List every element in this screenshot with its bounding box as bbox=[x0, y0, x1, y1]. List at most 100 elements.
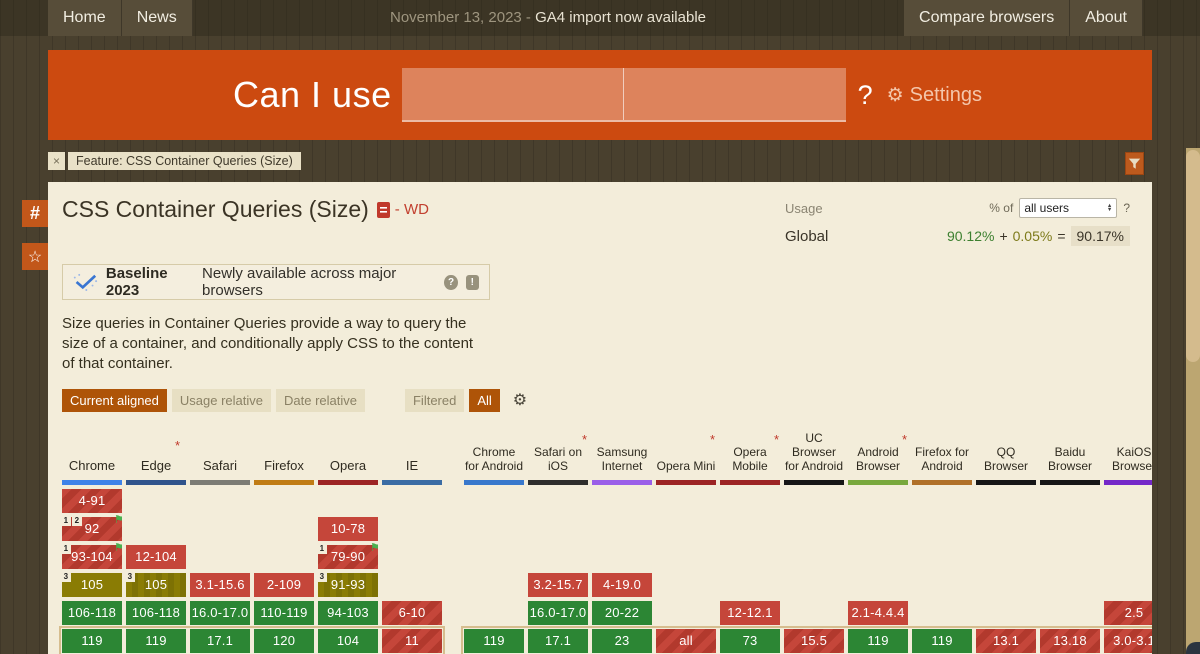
asterisk-note-icon: * bbox=[710, 433, 715, 448]
nav-right-group: Compare browsersAbout bbox=[904, 0, 1143, 36]
support-cell[interactable]: 94-103 bbox=[318, 601, 378, 625]
support-cell[interactable]: 13.1 bbox=[976, 629, 1036, 653]
support-cell[interactable]: 3.0-3.1 bbox=[1104, 629, 1152, 653]
support-cell[interactable]: 3.2-15.7 bbox=[528, 573, 588, 597]
browser-color-bar bbox=[656, 480, 716, 485]
support-cell[interactable]: 6-10 bbox=[382, 601, 442, 625]
view-button-usage-relative[interactable]: Usage relative bbox=[172, 389, 271, 412]
browser-name-uc-browser-for-android[interactable]: UC Browser for Android bbox=[784, 422, 844, 480]
support-cell[interactable]: 17.1 bbox=[528, 629, 588, 653]
browser-name-opera-mobile[interactable]: Opera Mobile* bbox=[720, 422, 780, 480]
support-cell[interactable]: 15.5 bbox=[784, 629, 844, 653]
nav-item-compare-browsers[interactable]: Compare browsers bbox=[904, 0, 1070, 36]
support-cell[interactable]: 11 bbox=[382, 629, 442, 653]
nav-item-home[interactable]: Home bbox=[48, 0, 122, 36]
support-cell[interactable]: 20-22 bbox=[592, 601, 652, 625]
support-cell[interactable]: 23 bbox=[592, 629, 652, 653]
scrollbar-thumb[interactable] bbox=[1186, 150, 1200, 362]
usage-help-button[interactable]: ? bbox=[1123, 201, 1130, 215]
filter-button-all[interactable]: All bbox=[469, 389, 499, 412]
feature-search-input[interactable] bbox=[402, 68, 846, 122]
flag-icon: ⚑ bbox=[370, 541, 380, 554]
browser-name-chrome-for-android[interactable]: Chrome for Android bbox=[464, 422, 524, 480]
support-cell[interactable]: 3105 bbox=[126, 573, 186, 597]
support-cell[interactable]: 3105 bbox=[62, 573, 122, 597]
browser-name-safari[interactable]: Safari bbox=[190, 422, 250, 480]
support-cell[interactable]: 3.1-15.6 bbox=[190, 573, 250, 597]
view-button-date-relative[interactable]: Date relative bbox=[276, 389, 365, 412]
note-badge: 1 bbox=[317, 543, 327, 554]
feature-description: Size queries in Container Queries provid… bbox=[62, 314, 482, 374]
support-cell[interactable]: 106-118 bbox=[62, 601, 122, 625]
search-segment-right[interactable] bbox=[624, 68, 846, 120]
support-cell[interactable]: 10-78 bbox=[318, 517, 378, 541]
support-cell[interactable]: 119 bbox=[464, 629, 524, 653]
nav-item-news[interactable]: News bbox=[122, 0, 193, 36]
support-cell[interactable]: 2-109 bbox=[254, 573, 314, 597]
support-cell[interactable]: 119 bbox=[912, 629, 972, 653]
browser-name-firefox-for-android[interactable]: Firefox for Android bbox=[912, 422, 972, 480]
support-cell-label: 3.0-3.1 bbox=[1113, 633, 1152, 648]
browser-name-kaios-browser[interactable]: KaiOS Browser bbox=[1104, 422, 1152, 480]
browser-cells: 3.1-15.616.0-17.017.117.2-TP bbox=[190, 489, 250, 654]
support-cell[interactable]: 110-119 bbox=[254, 601, 314, 625]
support-cell[interactable]: 12-104 bbox=[126, 545, 186, 569]
nav-item-about[interactable]: About bbox=[1070, 0, 1143, 36]
support-cell[interactable]: 73 bbox=[720, 629, 780, 653]
table-settings-gear-icon[interactable]: ⚙ bbox=[513, 390, 527, 410]
support-cell[interactable]: 119 bbox=[62, 629, 122, 653]
support-cell[interactable]: 12⚑92 bbox=[62, 517, 122, 541]
search-segment-left[interactable] bbox=[402, 68, 625, 120]
support-cell[interactable]: 119 bbox=[848, 629, 908, 653]
support-cell[interactable]: 120 bbox=[254, 629, 314, 653]
support-cell[interactable]: 2.5 bbox=[1104, 601, 1152, 625]
support-cell[interactable]: 12-12.1 bbox=[720, 601, 780, 625]
browser-name-samsung-internet[interactable]: Samsung Internet bbox=[592, 422, 652, 480]
filter-button-filtered[interactable]: Filtered bbox=[405, 389, 464, 412]
support-cell[interactable]: 16.0-17.0 bbox=[190, 601, 250, 625]
support-cell[interactable]: 391-93 bbox=[318, 573, 378, 597]
support-cell[interactable]: 17.1 bbox=[190, 629, 250, 653]
baseline-alert-icon[interactable]: ! bbox=[466, 275, 479, 290]
support-cell[interactable]: 2.1-4.4.4 bbox=[848, 601, 908, 625]
site-logo[interactable]: Can I use bbox=[233, 74, 392, 116]
usage-equals: = bbox=[1057, 228, 1065, 244]
select-arrows-icon: ▲▼ bbox=[1107, 204, 1112, 212]
browser-name-opera[interactable]: Opera bbox=[318, 422, 378, 480]
support-cell[interactable]: 4-19.0 bbox=[592, 573, 652, 597]
spec-status[interactable]: - WD bbox=[377, 201, 429, 218]
support-cell[interactable]: 4-91 bbox=[62, 489, 122, 513]
browser-name-safari-on-ios[interactable]: Safari on iOS* bbox=[528, 422, 588, 480]
support-cell[interactable]: 1⚑93-104 bbox=[62, 545, 122, 569]
settings-button[interactable]: ⚙ Settings bbox=[887, 84, 982, 107]
support-cell[interactable]: 104 bbox=[318, 629, 378, 653]
close-icon[interactable]: × bbox=[48, 152, 65, 170]
support-cell[interactable]: 106-118 bbox=[126, 601, 186, 625]
support-cell-label: 119 bbox=[931, 633, 952, 648]
support-cell[interactable]: 1⚑79-90 bbox=[318, 545, 378, 569]
favorite-tab[interactable]: ☆ bbox=[22, 243, 48, 270]
support-cell[interactable]: 119 bbox=[126, 629, 186, 653]
support-cell-label: 11 bbox=[405, 633, 419, 648]
view-button-current-aligned[interactable]: Current aligned bbox=[62, 389, 167, 412]
baseline-help-icon[interactable]: ? bbox=[444, 275, 457, 290]
support-cell[interactable]: 16.0-17.0 bbox=[528, 601, 588, 625]
browser-name-android-browser[interactable]: Android Browser* bbox=[848, 422, 908, 480]
support-cell[interactable]: all bbox=[656, 629, 716, 653]
browser-name-opera-mini[interactable]: Opera Mini* bbox=[656, 422, 716, 480]
browser-name-chrome[interactable]: Chrome bbox=[62, 422, 122, 480]
announcement-link[interactable]: GA4 import now available bbox=[535, 9, 706, 26]
browser-name-baidu-browser[interactable]: Baidu Browser bbox=[1040, 422, 1100, 480]
feature-filter-tag[interactable]: Feature: CSS Container Queries (Size) bbox=[68, 152, 301, 170]
browser-color-bar bbox=[1104, 480, 1152, 485]
browser-name-firefox[interactable]: Firefox bbox=[254, 422, 314, 480]
support-cell-label: 16.0-17.0 bbox=[530, 605, 587, 620]
support-cell-label: 91-93 bbox=[331, 577, 365, 592]
browser-name-edge[interactable]: Edge* bbox=[126, 422, 186, 480]
support-cell[interactable]: 13.18 bbox=[1040, 629, 1100, 653]
browser-name-qq-browser[interactable]: QQ Browser bbox=[976, 422, 1036, 480]
usage-select[interactable]: all users ▲▼ bbox=[1019, 198, 1117, 218]
browser-name-ie[interactable]: IE bbox=[382, 422, 442, 480]
filter-button[interactable] bbox=[1125, 152, 1144, 175]
permalink-tab[interactable]: # bbox=[22, 200, 48, 227]
